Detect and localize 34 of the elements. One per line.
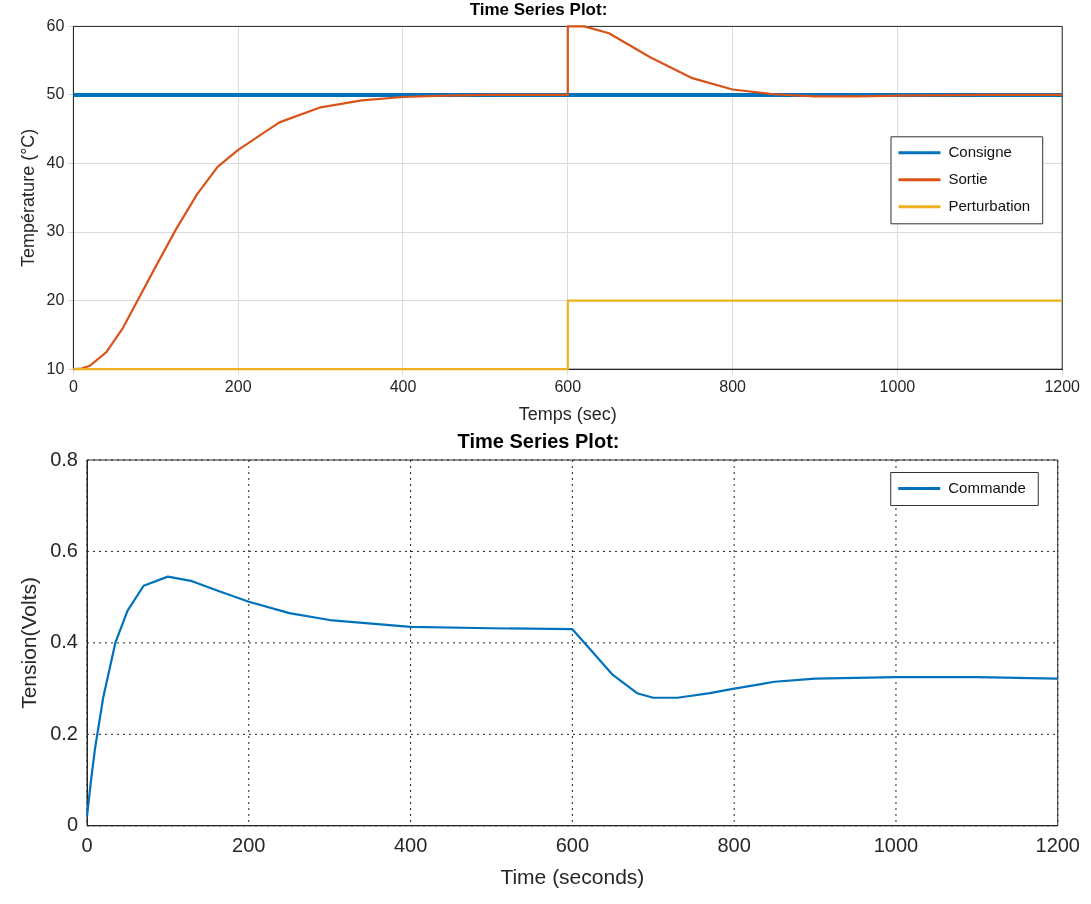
x-tick-label: 800 bbox=[719, 378, 747, 396]
y-tick-label: 0.2 bbox=[50, 721, 78, 744]
chart-title: Time Series Plot: bbox=[457, 429, 620, 452]
x-tick-label: 200 bbox=[224, 378, 252, 396]
x-tick-label: 0 bbox=[81, 834, 93, 857]
y-tick-label: 0.6 bbox=[50, 538, 78, 561]
legend-label: Commande bbox=[948, 478, 1026, 496]
x-tick-label: 600 bbox=[554, 378, 582, 396]
x-axis-title: Temps (sec) bbox=[518, 404, 617, 425]
y-tick-label: 50 bbox=[46, 85, 65, 103]
y-tick-label: 0 bbox=[66, 813, 78, 836]
y-tick-label: 40 bbox=[46, 153, 65, 171]
x-tick-label: 1000 bbox=[879, 378, 916, 396]
x-tick-label: 600 bbox=[555, 834, 590, 857]
y-tick-label: 10 bbox=[46, 359, 65, 377]
x-tick-label: 1200 bbox=[1044, 378, 1081, 396]
x-tick-label: 1200 bbox=[1035, 834, 1080, 857]
legend-label: Perturbation bbox=[948, 196, 1031, 214]
y-tick-label: 0.8 bbox=[50, 447, 78, 470]
legend-label: Sortie bbox=[948, 169, 988, 187]
y-tick-label: 60 bbox=[46, 16, 65, 34]
x-axis-title: Time (seconds) bbox=[500, 865, 645, 889]
legend-label: Consigne bbox=[948, 142, 1012, 160]
y-tick-label: 0.4 bbox=[50, 630, 78, 653]
y-axis-title: Température (°C) bbox=[17, 128, 38, 267]
x-tick-label: 400 bbox=[393, 834, 428, 857]
y-tick-label: 20 bbox=[46, 291, 65, 309]
x-tick-label: 1000 bbox=[873, 834, 919, 857]
y-axis-title: Tension(Volts) bbox=[17, 576, 41, 709]
x-tick-label: 400 bbox=[389, 378, 417, 396]
chart-title: Time Series Plot: bbox=[469, 0, 608, 19]
x-tick-label: 800 bbox=[717, 834, 751, 857]
x-tick-label: 200 bbox=[232, 834, 266, 857]
y-tick-label: 30 bbox=[46, 222, 65, 240]
